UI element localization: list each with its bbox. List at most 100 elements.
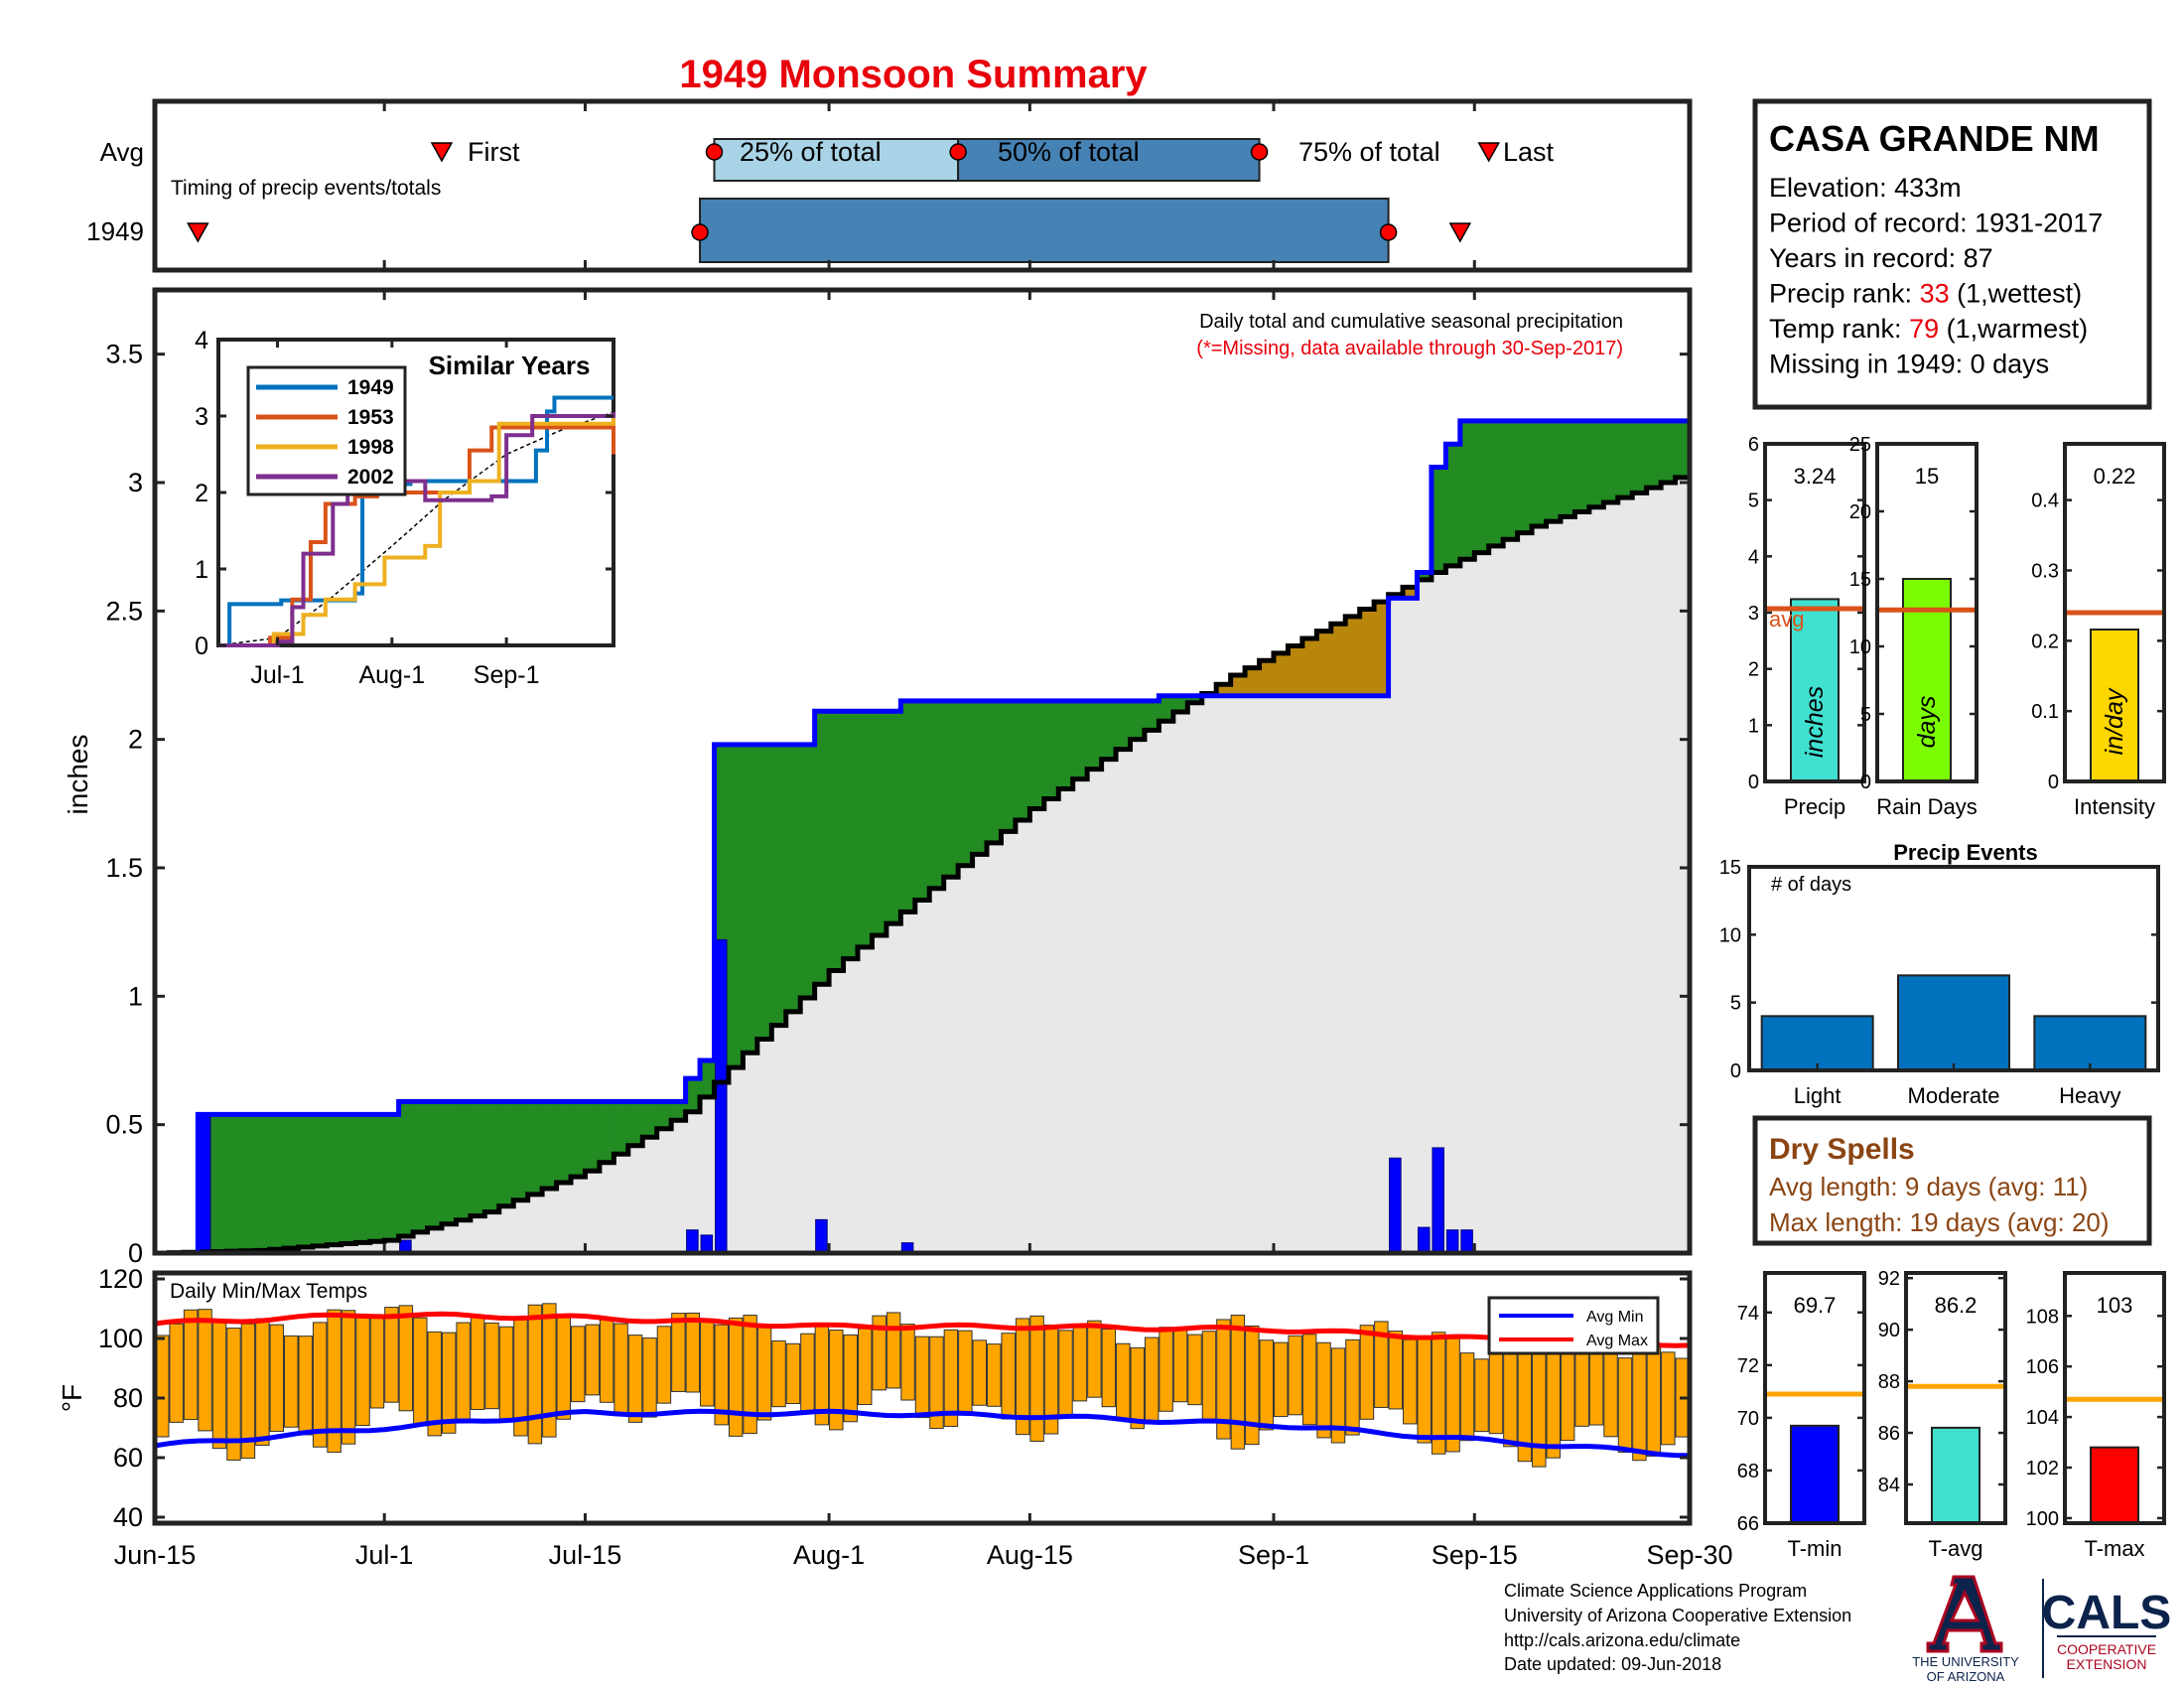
above-average-fill (1445, 444, 1461, 566)
avg-first-marker-icon (430, 142, 454, 163)
stat-bar-1-tick-label: 0 (1860, 772, 1871, 793)
precip-events-title: Precip Events (1893, 840, 2038, 865)
above-average-fill (685, 1078, 701, 1112)
daily-temp-bar (1087, 1320, 1102, 1398)
stat-bar-2-tick-label: 0.2 (2031, 631, 2059, 652)
stat-bar-1-tick-label: 5 (1860, 704, 1871, 726)
above-average-fill (1130, 700, 1146, 740)
temp-y-tick-label: 100 (98, 1324, 143, 1353)
inset-x-tick-label: Jul-1 (250, 661, 304, 689)
daily-temp-bar (1130, 1346, 1145, 1430)
stat-bar-2-tick-label: 0 (2048, 772, 2059, 793)
daily-temp-bar (1116, 1342, 1131, 1422)
below-average-fill (1345, 616, 1361, 696)
daily-temp-bar (1101, 1329, 1117, 1408)
stat-bar-0-name-label: Precip (1784, 794, 1845, 819)
above-average-fill (1617, 420, 1633, 498)
above-average-fill (484, 1101, 500, 1212)
daily-temp-bar (441, 1332, 457, 1434)
daily-temp-bar (1330, 1347, 1346, 1444)
avg-q25-q50-box (713, 138, 960, 182)
daily-temp-bar (743, 1315, 757, 1435)
inset-legend: 1949 1953 1998 2002 (246, 365, 407, 496)
above-average-fill (728, 744, 744, 1068)
daily-precip-bar (198, 1113, 211, 1254)
footer-line-2: University of Arizona Cooperative Extens… (1504, 1606, 1851, 1625)
stat-bar-0-tick-label: 1 (1748, 715, 1759, 737)
year-first-marker-icon (187, 222, 209, 243)
stat-bar-1-frame (1875, 442, 1979, 783)
daily-precip-bar (815, 1218, 828, 1254)
below-average-fill (1374, 602, 1390, 696)
station-line: Missing in 1949: 0 days (1769, 350, 2049, 379)
station-line-label: Temp rank: (1769, 314, 1909, 344)
daily-temp-bar (1015, 1318, 1030, 1436)
temp-bar-2-frame (2063, 1271, 2166, 1525)
timing-row-year-label: 1949 (86, 216, 144, 246)
cals-logo-text: CALS (2042, 1587, 2172, 1639)
daily-temp-bar (1603, 1352, 1618, 1438)
avg-min-temp-line (154, 1408, 1691, 1459)
daily-temp-bar (341, 1310, 356, 1445)
daily-temp-bar (829, 1330, 844, 1431)
stat-bar-0-tick-label: 4 (1748, 546, 1759, 568)
stat-bar-0-bar (1790, 598, 1840, 783)
above-average-fill (1517, 420, 1533, 533)
station-line-value: 1931-2017 (1975, 209, 2103, 238)
above-average-fill (814, 711, 830, 985)
above-average-fill (1116, 700, 1132, 750)
x-axis-tick-labels: Jun-15 Jul-1 Jul-15 Aug-1 Aug-15 Sep-1 Sep-15 S… (114, 1540, 1733, 1570)
stat-bar-1-tick-label: 20 (1849, 501, 1871, 523)
daily-temp-bar (1374, 1321, 1389, 1408)
timing-row-avg-label: Avg (100, 137, 144, 167)
precip-events-plot: Light Moderate Heavy 0 5 10 15 (1719, 857, 2158, 1108)
daily-temp-bar (929, 1336, 944, 1430)
daily-temp-bar (1445, 1337, 1460, 1453)
daily-temp-bar (857, 1328, 873, 1406)
daily-temp-bar (1172, 1328, 1188, 1403)
daily-precip-bar (700, 1234, 714, 1254)
precip-events-tick-label: 0 (1730, 1060, 1741, 1082)
above-average-fill (369, 1114, 385, 1242)
daily-temp-bar (1474, 1358, 1489, 1433)
timing-q75-label: 75% of total (1298, 137, 1440, 167)
above-average-fill (1029, 700, 1045, 809)
above-average-fill (1574, 420, 1590, 512)
legend-avg-max-label: Avg Max (1586, 1333, 1648, 1349)
temp-bar-0-tick-label: 66 (1737, 1513, 1759, 1535)
daily-precip-bar (1389, 1157, 1402, 1254)
precip-events-panel: Precip Events Light Moderate Heavy 0 5 10 15 #… (1719, 840, 2160, 1108)
above-average-fill (1603, 420, 1619, 502)
daily-temp-bar (1201, 1331, 1217, 1421)
temp-legend-box (1487, 1296, 1660, 1355)
above-average-fill (1632, 420, 1648, 493)
daily-temp-bar (355, 1317, 370, 1427)
station-line: Period of record: 1931-2017 (1769, 209, 2103, 238)
above-average-fill (800, 744, 816, 999)
temp-bar-2-value-label: 103 (2097, 1293, 2133, 1318)
below-average-fill (1359, 609, 1375, 696)
temp-bar-1-tick-label: 88 (1878, 1371, 1900, 1393)
temp-bar-0-tick-label: 70 (1737, 1408, 1759, 1430)
above-average-fill (1072, 700, 1088, 779)
daily-temp-bar (1001, 1333, 1016, 1420)
temp-bar-1-tick-label: 86 (1878, 1423, 1900, 1445)
station-line-value: 433m (1894, 173, 1962, 203)
x-tick-label: Jul-1 (355, 1540, 414, 1570)
temp-bar-1-name-label: T-avg (1928, 1536, 1982, 1561)
daily-temp-bar (384, 1307, 399, 1403)
temp-bar-1-value-label: 86.2 (1935, 1293, 1978, 1318)
above-average-fill (1459, 420, 1475, 560)
precip-y-tick-label: 2 (128, 725, 143, 755)
daily-temp-bar (1230, 1315, 1246, 1450)
daily-temp-bar (943, 1329, 959, 1428)
avg-q50-marker (949, 143, 967, 161)
daily-temp-bar (255, 1318, 270, 1446)
temp-bar-2-tick-label: 104 (2026, 1407, 2059, 1429)
inset-legend-label: 1953 (347, 406, 394, 429)
daily-temp-bar (484, 1322, 499, 1410)
daily-temp-bar (527, 1304, 543, 1445)
precip-event-bar (2033, 1015, 2147, 1071)
station-frame (1752, 98, 2152, 410)
